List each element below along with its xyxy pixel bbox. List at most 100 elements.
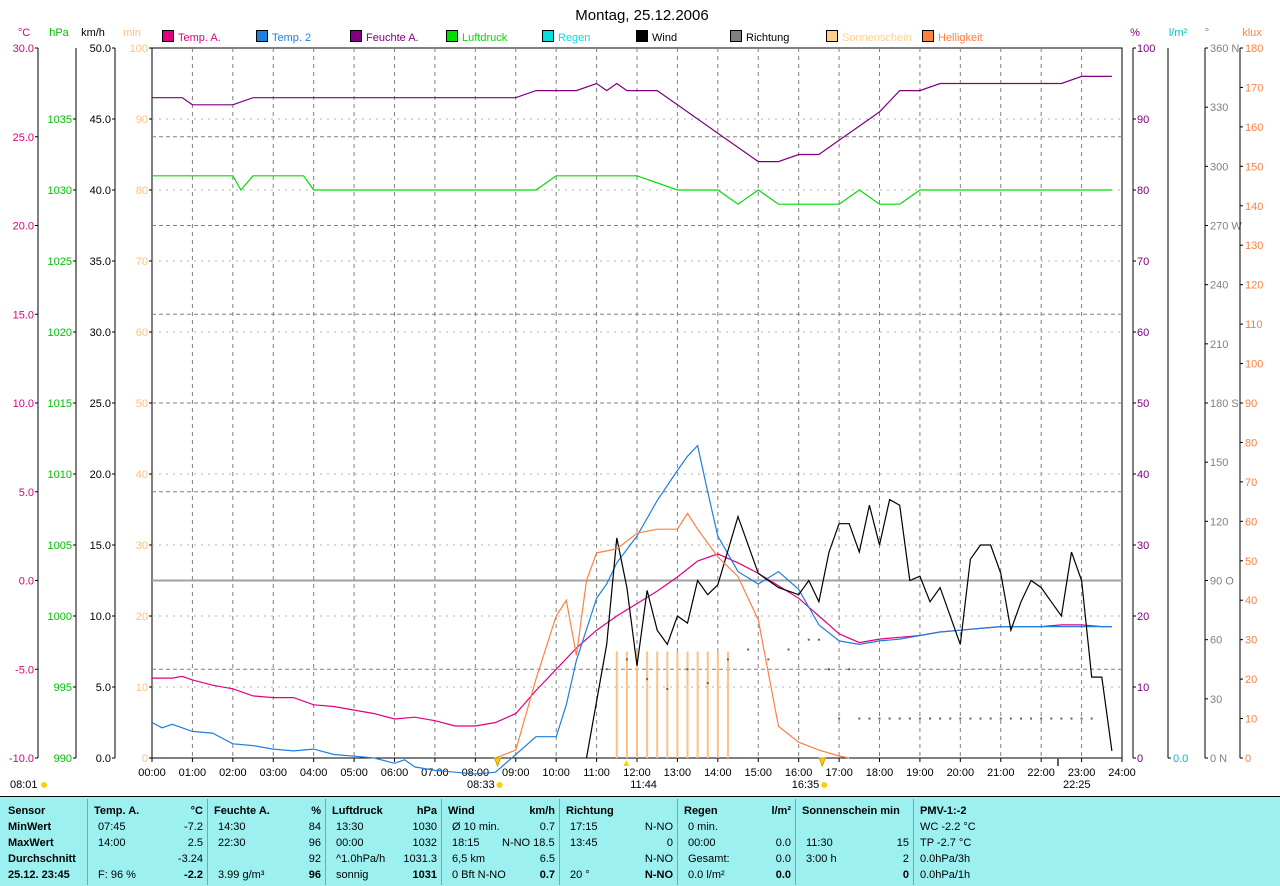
axis-press: hPa 1035 1030 1025 1020 1015 1010 1005 1000 995 99…	[48, 27, 77, 765]
axis-tick-lux: 0	[1245, 753, 1251, 765]
luft-cell-right: 1030	[412, 821, 437, 833]
sonne-cell-right: 0	[902, 869, 909, 881]
luft-cell-left: sonnig	[336, 869, 369, 881]
wind-unit: km/h	[529, 805, 555, 817]
richtung-header: Richtung	[566, 805, 614, 817]
noon-marker	[623, 760, 630, 766]
summary-panel: Sensor MinWert MaxWert Durchschnitt 25.1…	[0, 796, 1280, 886]
axis-tick-temp: -10.0	[9, 753, 34, 765]
axis-tick-sun: 10	[136, 682, 148, 694]
direction-point	[979, 717, 982, 720]
marker-layer: 08:33 16:35 11:44 22:25 08:01	[10, 757, 1091, 791]
x-tick-label: 08:00	[462, 767, 490, 779]
series-helligkeit	[495, 512, 850, 759]
legend-swatch	[826, 30, 838, 42]
axis-tick-press: 1000	[48, 611, 72, 623]
axis-tick-dir: 210	[1210, 339, 1228, 351]
wind-cell-right: 0.7	[539, 821, 555, 833]
legend-item: Wind	[636, 30, 677, 44]
direction-point	[898, 717, 901, 720]
axis-tick-lux: 70	[1245, 477, 1257, 489]
series-feuchte-a-	[152, 75, 1112, 163]
sunrise-marker	[493, 757, 502, 768]
axis-tick-dir: 30	[1210, 694, 1222, 706]
x-tick-label: 02:00	[219, 767, 247, 779]
axis-unit-hum: %	[1130, 27, 1140, 39]
x-tick-label: 10:00	[542, 767, 570, 779]
axis-unit-press: hPa	[49, 27, 69, 39]
axis-tick-temp: 25.0	[13, 132, 34, 144]
richtung-cell-right: N-NO	[644, 869, 673, 881]
axis-tick-press: 1015	[48, 398, 72, 410]
axes-layer: °C 30.0 25.0 20.0 15.0 10.0 5.0 0.0 -5.0 -10.0 hPa…	[9, 27, 1263, 765]
axis-tick-wind: 45.0	[90, 114, 111, 126]
axis-unit-rain: l/m²	[1169, 27, 1188, 39]
wind-cell-mid: N-NO 18.5	[502, 837, 555, 849]
axis-tick-sun: 20	[136, 611, 148, 623]
temp-cell-left: 14:00	[98, 837, 126, 849]
direction-point	[625, 658, 628, 661]
direction-point	[929, 717, 932, 720]
axis-tick-rain: 0.0	[1173, 753, 1188, 765]
axis-tick-temp: 20.0	[13, 221, 34, 233]
sonne-cell-left: 3:00 h	[806, 853, 837, 865]
axis-tick-dir: 180 S	[1210, 398, 1239, 410]
feuchte-cell-right: 92	[308, 853, 321, 865]
richtung-cell-right: N-NO	[644, 821, 673, 833]
wind-block: Wind km/h Ø 10 min. 0.7 18:15 N-NO 18.5 6,5 km…	[442, 799, 560, 885]
axis-tick-press: 1035	[48, 114, 72, 126]
richtung-cell-right: 0	[666, 837, 673, 849]
direction-point	[918, 717, 921, 720]
regen-cell-left: 0.0 l/m²	[688, 869, 725, 881]
row-label-min: MinWert	[8, 821, 52, 833]
legend-label: Feuchte A.	[366, 32, 419, 44]
temp-header: Temp. A.	[94, 805, 140, 817]
current-timestamp: 25.12. 23:45	[8, 869, 70, 881]
temp-cell-right: -2.2	[184, 869, 203, 881]
axis-tick-lux: 100	[1245, 359, 1263, 371]
direction-point	[767, 658, 770, 661]
legend-item: Luftdruck	[446, 30, 507, 44]
axis-tick-wind: 35.0	[90, 256, 111, 268]
feuchte-unit: %	[311, 805, 321, 817]
axis-tick-press: 990	[54, 753, 72, 765]
axis-tick-dir: 360 N	[1210, 43, 1239, 55]
axis-tick-lux: 180	[1245, 43, 1263, 55]
direction-point	[999, 717, 1002, 720]
richtung-block: Richtung 17:15 N-NO 13:45 0 N-NO 20 ° N-NO	[560, 799, 678, 885]
axis-tick-lux: 160	[1245, 122, 1263, 134]
axis-tick-temp: 15.0	[13, 309, 34, 321]
direction-point	[838, 717, 841, 720]
feuchte-header: Feuchte A.	[214, 805, 270, 817]
axis-tick-lux: 170	[1245, 82, 1263, 94]
luft-header: Luftdruck	[332, 805, 383, 817]
luft-cell-left: 13:30	[336, 821, 364, 833]
axis-tick-press: 1030	[48, 185, 72, 197]
direction-point	[686, 668, 689, 671]
chart-title: Montag, 25.12.2006	[575, 7, 708, 24]
axis-tick-lux: 110	[1245, 319, 1263, 331]
direction-point	[1090, 717, 1093, 720]
axis-tick-lux: 130	[1245, 240, 1263, 252]
axis-tick-dir: 330	[1210, 102, 1228, 114]
wind-cell-left: Ø 10 min.	[452, 821, 500, 833]
legend-swatch	[162, 30, 174, 42]
direction-point	[827, 668, 830, 671]
x-tick-label: 17:00	[825, 767, 853, 779]
axis-tick-hum: 80	[1137, 185, 1149, 197]
direction-point	[969, 717, 972, 720]
legend-label: Temp. 2	[272, 32, 312, 44]
regen-cell-right: 0.0	[775, 837, 791, 849]
axis-tick-temp: 0.0	[19, 576, 34, 588]
axis-tick-sun: 40	[136, 469, 148, 481]
sensor-block: Sensor MinWert MaxWert Durchschnitt 25.1…	[0, 799, 88, 885]
axis-tick-wind: 40.0	[90, 185, 111, 197]
regen-header: Regen	[684, 805, 718, 817]
legend-swatch	[350, 30, 362, 42]
axis-tick-sun: 0	[142, 753, 148, 765]
wind-cell-left: 0 Bft N-NO	[452, 869, 506, 881]
temp-cell-right: 2.5	[187, 837, 203, 849]
axis-tick-dir: 270 W	[1210, 221, 1242, 233]
axis-tick-press: 1020	[48, 327, 72, 339]
axis-tick-hum: 70	[1137, 256, 1149, 268]
